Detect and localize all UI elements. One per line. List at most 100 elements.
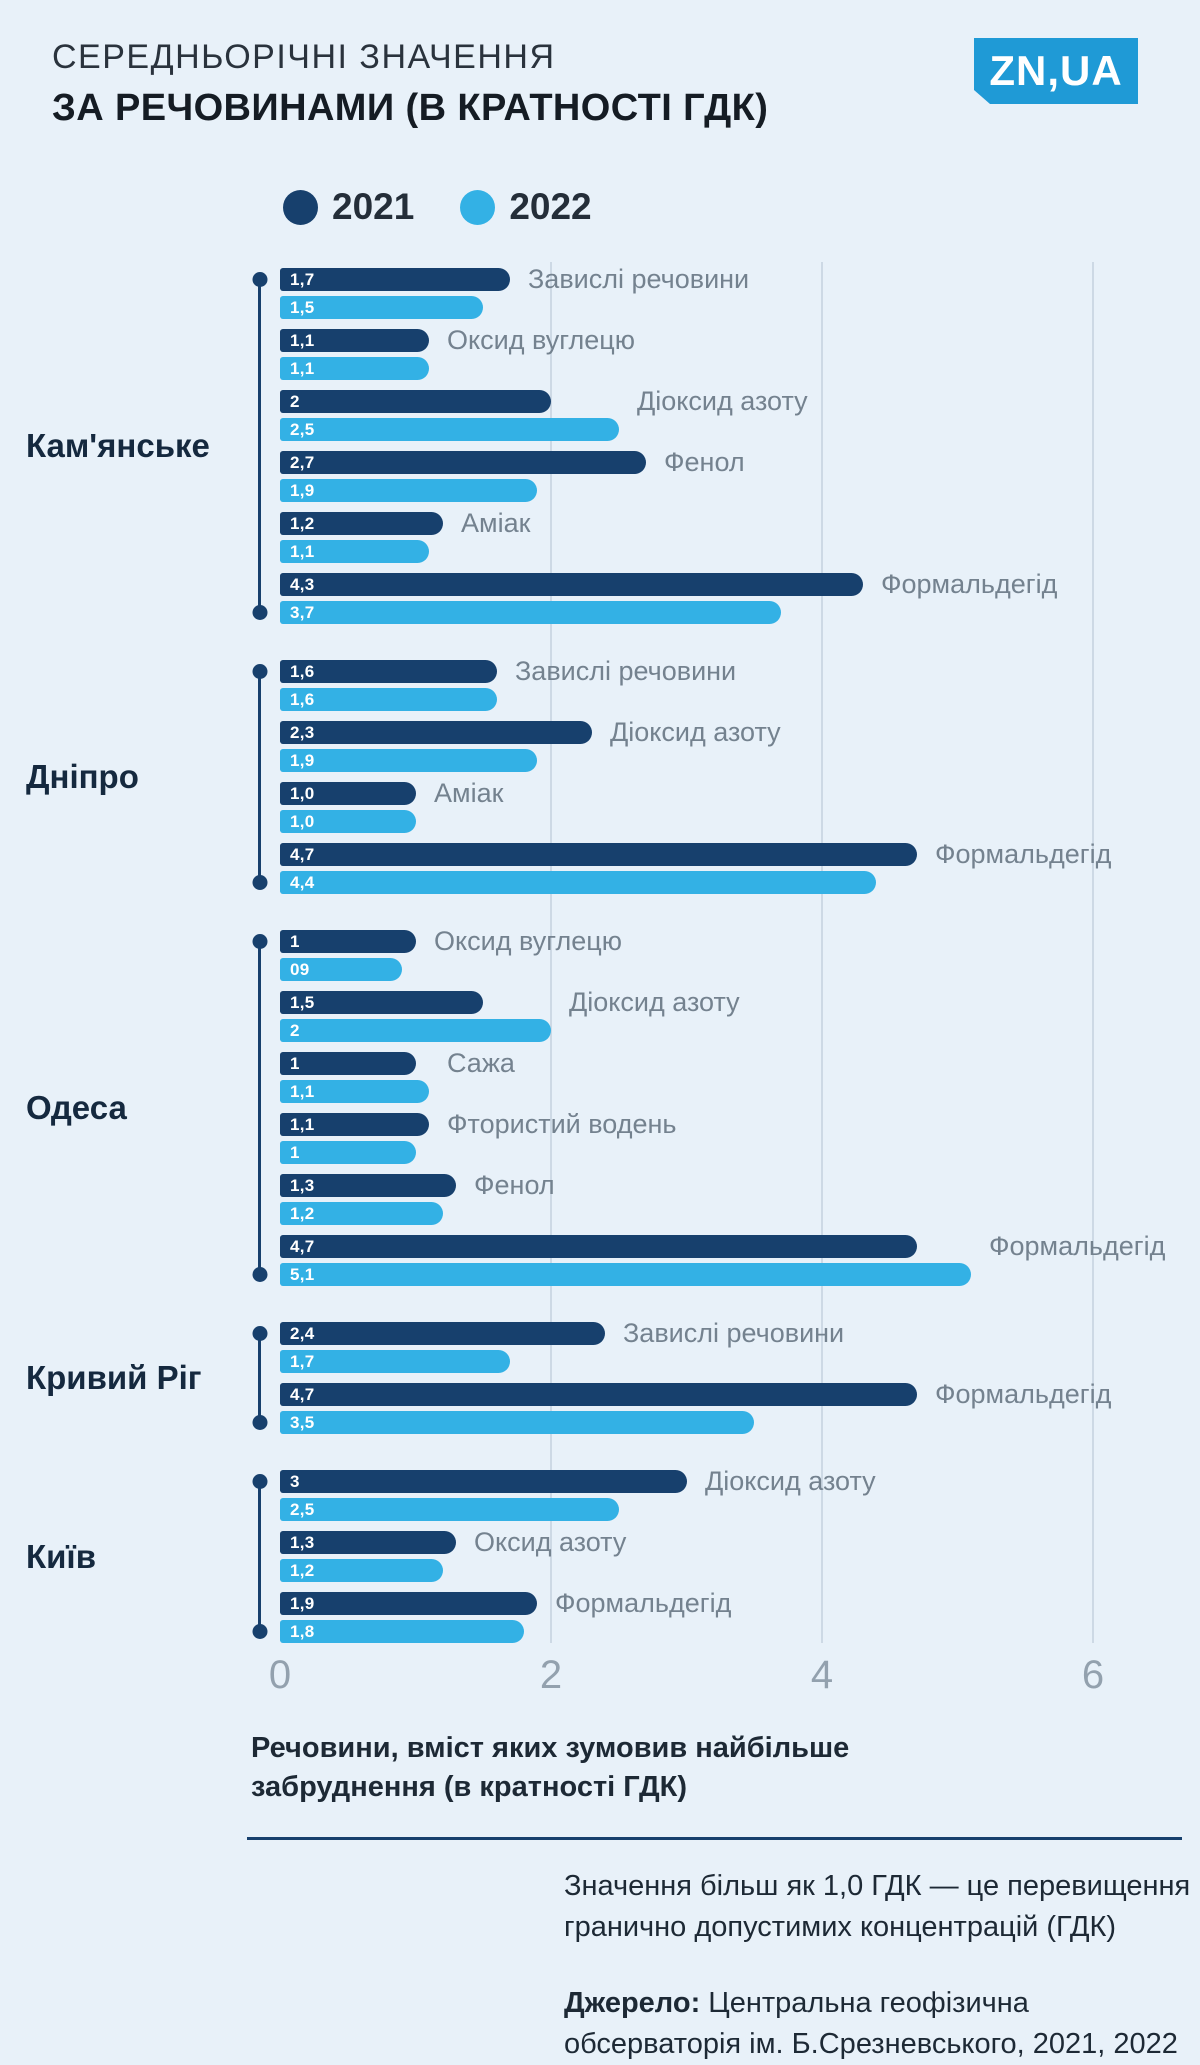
legend: 2021 2022 xyxy=(283,186,1200,228)
substance-entry: 1,0 1,0 Аміак xyxy=(280,778,1200,833)
bar-value: 09 xyxy=(290,959,310,979)
substance-entry: 4,3 3,7 Формальдегід xyxy=(280,569,1200,624)
bar-2021: 1,1 xyxy=(280,329,429,352)
substance-label: Завислі речовини xyxy=(515,656,737,686)
bar-value: 1,6 xyxy=(290,689,315,709)
substance-label: Формальдегід xyxy=(989,1231,1166,1261)
bar-value: 1,1 xyxy=(290,1081,315,1101)
city-group: Кривий Ріг 2,4 1,7 Завислі речовини 4,7 3,5 Фо… xyxy=(0,1318,1200,1434)
substance-entry: 1,6 1,6 Завислі речовини xyxy=(280,656,1200,711)
bar-2022: 1,9 xyxy=(280,749,537,772)
bar-2022: 5,1 xyxy=(280,1263,971,1286)
substance-label: Завислі речовини xyxy=(623,1318,845,1348)
source-line1-rest: Центральна геофізична xyxy=(708,1987,1029,2020)
bar-2022: 1,8 xyxy=(280,1620,524,1643)
legend-item-2022: 2022 xyxy=(460,186,592,228)
source-line2: обсерваторія ім. Б.Срезневського, 2021, … xyxy=(564,2028,1178,2061)
bar-value: 2 xyxy=(290,1020,300,1040)
note-line1: Значення більш як 1,0 ГДК — це перевищен… xyxy=(564,1870,1191,1903)
substance-label: Оксид вуглецю xyxy=(447,325,635,355)
city-label: Дніпро xyxy=(26,758,139,795)
bar-2021: 1,0 xyxy=(280,782,416,805)
bar-value: 4,7 xyxy=(290,1236,315,1256)
bar-2022: 1,0 xyxy=(280,810,416,833)
bar-2022: 3,5 xyxy=(280,1411,754,1434)
substance-entry: 2 2,5 Діоксид азоту xyxy=(280,387,1200,441)
bar-value: 4,7 xyxy=(290,844,315,864)
bar-value: 3 xyxy=(290,1471,300,1491)
bar-2021: 4,7 xyxy=(280,1235,917,1258)
x-tick-4: 4 xyxy=(810,1653,834,1697)
substance-label: Аміак xyxy=(434,778,504,808)
bar-2022: 1,1 xyxy=(280,1080,429,1103)
city-label: Кам'янське xyxy=(26,427,210,464)
substance-entry: 1,7 1,5 Завислі речовини xyxy=(280,264,1200,319)
bar-2021: 1,7 xyxy=(280,268,510,291)
city-label: Одеса xyxy=(26,1089,127,1126)
bar-value: 1 xyxy=(290,1142,300,1162)
substance-entries: 1,6 1,6 Завислі речовини 2,3 1,9 Діоксид азот… xyxy=(280,656,1200,894)
title-line1: СЕРЕДНЬОРІЧНІ ЗНАЧЕННЯ xyxy=(52,38,556,76)
bar-2021: 1,9 xyxy=(280,1592,537,1615)
bar-2022: 1,2 xyxy=(280,1559,443,1582)
bar-value: 1,6 xyxy=(290,661,315,681)
group-bracket-line xyxy=(258,941,261,1275)
substance-entry: 1 1,1 Сажа xyxy=(280,1049,1200,1103)
bar-value: 2,5 xyxy=(290,419,315,439)
substance-label: Завислі речовини xyxy=(528,264,750,294)
gridline-x4 xyxy=(821,262,823,1643)
substance-label: Діоксид азоту xyxy=(705,1466,876,1496)
bar-value: 4,3 xyxy=(290,574,315,594)
bar-2022: 1 xyxy=(280,1141,416,1164)
x-tick-2: 2 xyxy=(539,1653,563,1697)
bar-value: 4,4 xyxy=(290,872,315,892)
bar-value: 1 xyxy=(290,931,300,951)
substance-entry: 4,7 4,4 Формальдегід xyxy=(280,840,1200,894)
bar-value: 1,5 xyxy=(290,992,315,1012)
bar-2022: 1,1 xyxy=(280,540,429,563)
gridline-x2 xyxy=(550,262,552,1643)
bar-2021: 3 xyxy=(280,1470,687,1493)
legend-item-2021: 2021 xyxy=(283,186,414,228)
substance-entry: 1,1 1 Фтористий водень xyxy=(280,1110,1200,1164)
bar-value: 1,9 xyxy=(290,750,315,770)
bar-value: 1,2 xyxy=(290,513,315,533)
bar-2022: 1,7 xyxy=(280,1350,510,1373)
substance-label: Аміак xyxy=(461,508,531,538)
bar-2022: 1,5 xyxy=(280,296,483,319)
bar-value: 1,5 xyxy=(290,297,315,317)
bar-value: 1,7 xyxy=(290,269,315,289)
bar-value: 2,7 xyxy=(290,452,315,472)
bar-value: 2,4 xyxy=(290,1323,315,1343)
substance-entry: 1,3 1,2 Фенол xyxy=(280,1170,1200,1225)
substance-label: Фенол xyxy=(664,447,745,477)
bar-2022: 1,1 xyxy=(280,357,429,380)
bar-value: 1,3 xyxy=(290,1175,315,1195)
bar-value: 1,1 xyxy=(290,358,315,378)
bar-value: 1,9 xyxy=(290,480,315,500)
substance-label: Оксид азоту xyxy=(474,1527,627,1557)
legend-swatch-2022 xyxy=(460,189,496,225)
substance-entry: 1,3 1,2 Оксид азоту xyxy=(280,1527,1200,1582)
group-bracket-line xyxy=(258,1481,261,1632)
bar-2022: 3,7 xyxy=(280,601,781,624)
group-bracket-line xyxy=(258,671,261,883)
bar-2022: 09 xyxy=(280,958,402,981)
bar-value: 1,1 xyxy=(290,330,315,350)
gridline-x6 xyxy=(1092,262,1094,1643)
substance-label: Діоксид азоту xyxy=(610,717,781,747)
bar-2021: 1,3 xyxy=(280,1531,456,1554)
title-block: СЕРЕДНЬОРІЧНІ ЗНАЧЕННЯ ЗА РЕЧОВИНАМИ (В … xyxy=(52,38,1200,130)
header: СЕРЕДНЬОРІЧНІ ЗНАЧЕННЯ ЗА РЕЧОВИНАМИ (В … xyxy=(0,38,1200,150)
bar-value: 2,3 xyxy=(290,722,315,742)
bar-2021: 1,3 xyxy=(280,1174,456,1197)
substance-label: Фенол xyxy=(474,1170,555,1200)
substance-label: Формальдегід xyxy=(881,569,1058,599)
bar-value: 1 xyxy=(290,1053,300,1073)
bar-2021: 1,2 xyxy=(280,512,443,535)
note-line2: гранично допустимих концентрацій (ГДК) xyxy=(564,1910,1117,1943)
bar-2022: 1,2 xyxy=(280,1202,443,1225)
substance-entries: 1,7 1,5 Завислі речовини 1,1 1,1 Оксид вуглец… xyxy=(280,264,1200,624)
legend-label-2021: 2021 xyxy=(332,186,415,227)
